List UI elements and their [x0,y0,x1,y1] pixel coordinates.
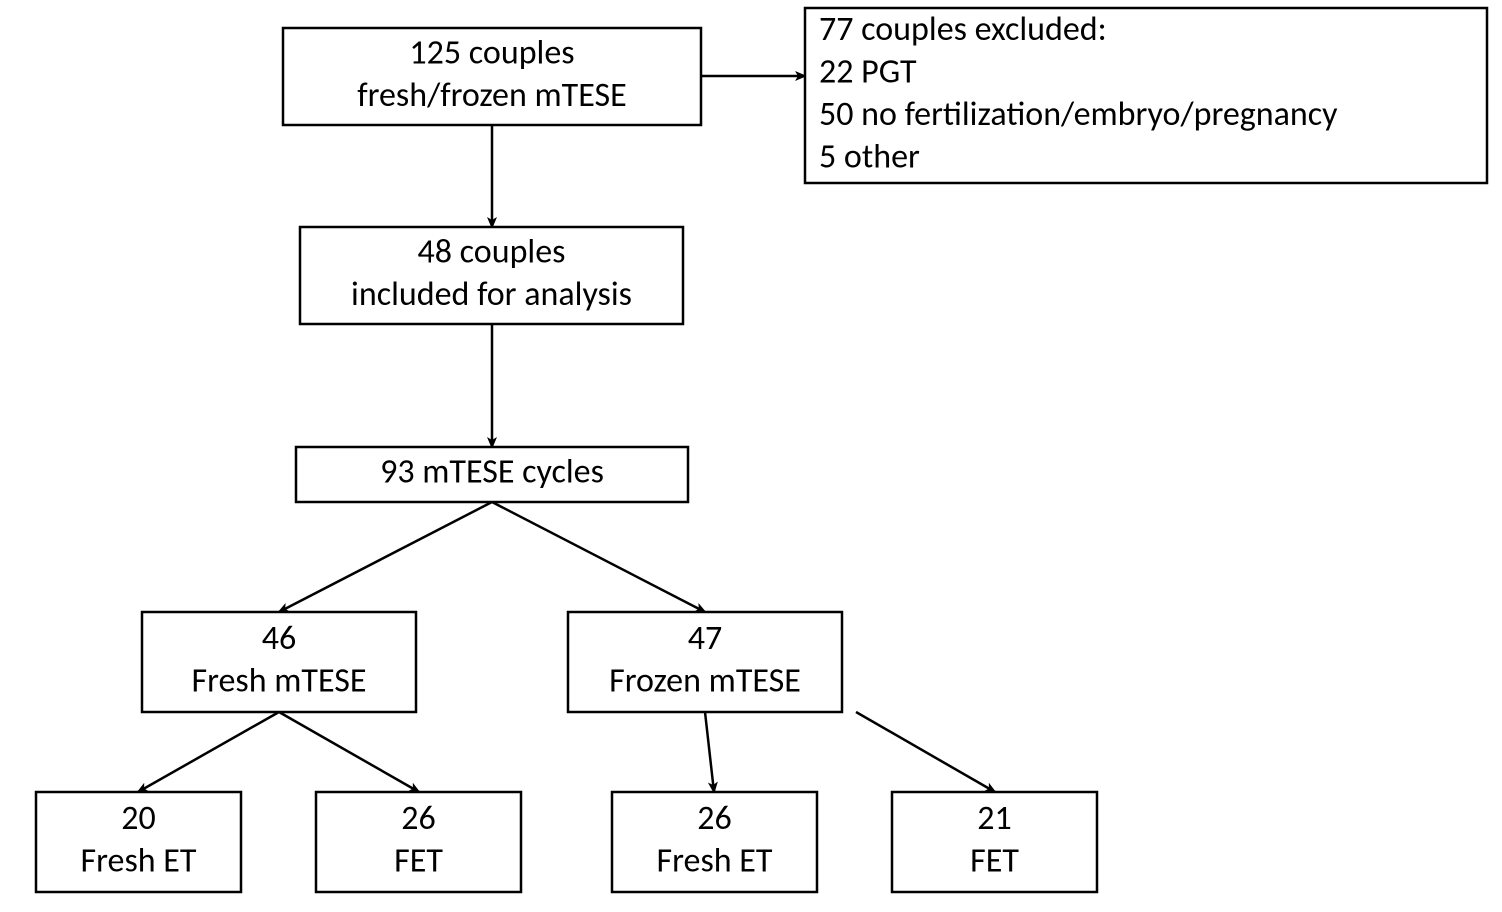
flow-node-text: 93 mTESE cycles [380,452,604,493]
flow-node-text: 77 couples excluded: [819,9,1107,50]
flow-node-text: 26 [697,798,731,839]
flow-node-text: FET [394,840,443,881]
flow-node-n2_excl: 77 couples excluded:22 PGT50 no fertiliz… [805,8,1487,183]
flow-node-text: FET [970,840,1019,881]
flow-node-n8: 26FET [316,792,521,892]
flow-node-n9: 26Fresh ET [612,792,817,892]
nodes-layer: 125 couplesfresh/frozen mTESE 77 couples … [36,8,1487,892]
flow-edge [279,712,419,792]
flow-node-text: 26 [401,798,435,839]
flow-edge [279,502,492,612]
flow-node-n3: 48 couplesincluded for analysis [300,227,683,324]
flow-node-text: 50 no fertilization/embryo/pregnancy [819,94,1338,135]
flow-node-text: 48 couples [418,231,566,272]
flow-node-text: included for analysis [351,274,632,315]
flow-edge [705,712,714,792]
flow-node-n5: 46Fresh mTESE [142,612,416,712]
flow-node-text: 125 couples [409,32,574,73]
flow-edge [492,502,705,612]
flow-node-n10: 21FET [892,792,1097,892]
flow-node-text: fresh/frozen mTESE [357,75,627,116]
flow-edge [138,712,279,792]
flow-node-text: 46 [262,618,296,659]
flow-node-text: Fresh mTESE [191,660,366,701]
flow-node-text: 21 [977,798,1011,839]
flow-node-n1: 125 couplesfresh/frozen mTESE [283,28,701,125]
flowchart-canvas: 125 couplesfresh/frozen mTESE 77 couples … [0,0,1502,912]
flow-node-text: 47 [688,618,722,659]
flow-node-text: Fresh ET [81,840,197,881]
flow-node-n4: 93 mTESE cycles [296,447,688,502]
flow-node-text: 22 PGT [819,51,917,92]
flow-edge [856,712,995,792]
flow-node-text: Frozen mTESE [609,660,801,701]
flow-node-text: Fresh ET [657,840,773,881]
flow-node-text: 20 [121,798,155,839]
flow-node-n7: 20Fresh ET [36,792,241,892]
flow-node-n6: 47Frozen mTESE [568,612,842,712]
flow-node-text: 5 other [819,136,920,177]
